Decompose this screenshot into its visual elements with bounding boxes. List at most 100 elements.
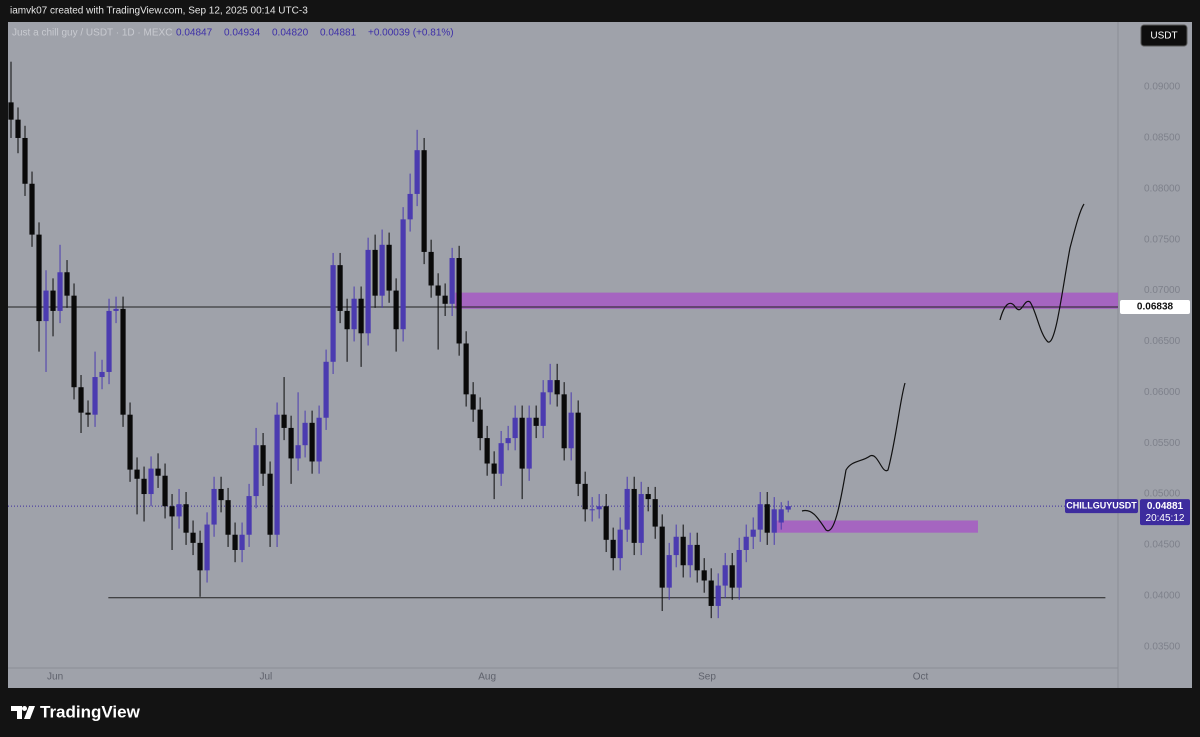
candle-body (323, 361, 329, 418)
candle-body (505, 438, 511, 444)
candle-body (701, 570, 707, 581)
candle-body (463, 343, 469, 395)
candle-body (225, 500, 231, 535)
candle-body (127, 414, 133, 470)
candle-body (687, 544, 693, 566)
candle-body (750, 529, 756, 537)
candle-body (183, 504, 189, 533)
candle-body (176, 504, 182, 517)
candle-body (547, 380, 553, 393)
y-tick-label: 0.08000 (1144, 183, 1181, 194)
candle-body (673, 536, 679, 556)
y-tick-label: 0.05500 (1144, 438, 1181, 449)
creator-text: iamvk07 created with TradingView.com, Se… (10, 6, 308, 17)
candle-body (141, 478, 147, 495)
candle-body (295, 445, 301, 459)
x-tick-label: Sep (698, 672, 716, 683)
candle-body (778, 509, 784, 523)
high: 0.04934 (224, 28, 261, 39)
brand: TradingView (40, 702, 141, 721)
candle-body (666, 555, 672, 588)
candle-body (477, 409, 483, 439)
candle-body (533, 417, 539, 426)
candle-body (407, 193, 413, 220)
y-tick-label: 0.03500 (1144, 641, 1181, 652)
candle-body (771, 509, 777, 533)
candle-body (316, 417, 322, 462)
footer: TradingView (11, 702, 141, 721)
chart-background (8, 22, 1192, 688)
level-label: 0.06838 (1137, 302, 1174, 313)
candle-body (78, 387, 84, 413)
candle-body (50, 290, 56, 311)
candle-body (442, 295, 448, 304)
candle-body (29, 183, 35, 235)
open: 0.04847 (176, 28, 213, 39)
level-label-box (1120, 300, 1190, 315)
candle-body (309, 422, 315, 462)
logo (11, 706, 35, 719)
last-price-box (1140, 499, 1190, 526)
candle-body (526, 417, 532, 469)
y-tick-label: 0.07000 (1144, 285, 1181, 296)
candle-body (330, 265, 336, 362)
candle-body (736, 549, 742, 588)
candle-body (421, 150, 427, 252)
candle-body (113, 308, 119, 311)
y-tick-label: 0.05000 (1144, 489, 1181, 500)
candle-body (708, 580, 714, 606)
candle-body (274, 414, 280, 535)
candle-body (15, 119, 21, 138)
candle-body (204, 524, 210, 571)
candle-body (652, 499, 658, 527)
candle-body (540, 392, 546, 426)
zone (454, 292, 1118, 309)
candle-body (22, 137, 28, 184)
candle-body (85, 412, 91, 415)
candle-body (757, 504, 763, 530)
currency-button[interactable] (1140, 24, 1188, 47)
candle-body (729, 565, 735, 588)
candle-body (358, 298, 364, 334)
candle-body (344, 310, 350, 330)
countdown: 20:45:12 (1146, 513, 1185, 524)
y-tick-label: 0.07500 (1144, 234, 1181, 245)
candle-body (239, 534, 245, 550)
candle-body (43, 290, 49, 322)
last-price-label: 0.04881 (1147, 501, 1184, 512)
candle-body (400, 219, 406, 330)
candle-body (680, 536, 686, 566)
candle-body (568, 412, 574, 449)
candle-body (561, 394, 567, 449)
plot (8, 61, 1118, 619)
candle-body (155, 468, 161, 476)
zone (774, 520, 978, 533)
symbol: Just a chill guy / USDT · 1D · MEXC (12, 28, 172, 39)
candle-body (288, 427, 294, 459)
currency[interactable]: USDT (1150, 31, 1177, 42)
candle-body (246, 496, 252, 535)
candle-body (575, 412, 581, 484)
y-tick-label: 0.09000 (1144, 82, 1181, 93)
candle-body (484, 438, 490, 464)
hand-drawings (801, 203, 1085, 532)
candle-body (631, 488, 637, 543)
y-tick-label: 0.06500 (1144, 336, 1181, 347)
candle-body (645, 494, 651, 500)
candle-body (435, 285, 441, 296)
close: 0.04881 (320, 28, 357, 39)
candle-body (148, 468, 154, 495)
candle-body (36, 234, 42, 322)
candle-body (253, 445, 259, 497)
y-tick-label: 0.06000 (1144, 387, 1181, 398)
candle-body (624, 488, 630, 530)
candle-body (743, 536, 749, 550)
candle-body (470, 394, 476, 410)
candle-body (491, 463, 497, 474)
candle-body (722, 565, 728, 586)
candle-body (120, 308, 126, 415)
candle-body (337, 265, 343, 311)
candle-body (603, 506, 609, 540)
candle-body (519, 417, 525, 469)
